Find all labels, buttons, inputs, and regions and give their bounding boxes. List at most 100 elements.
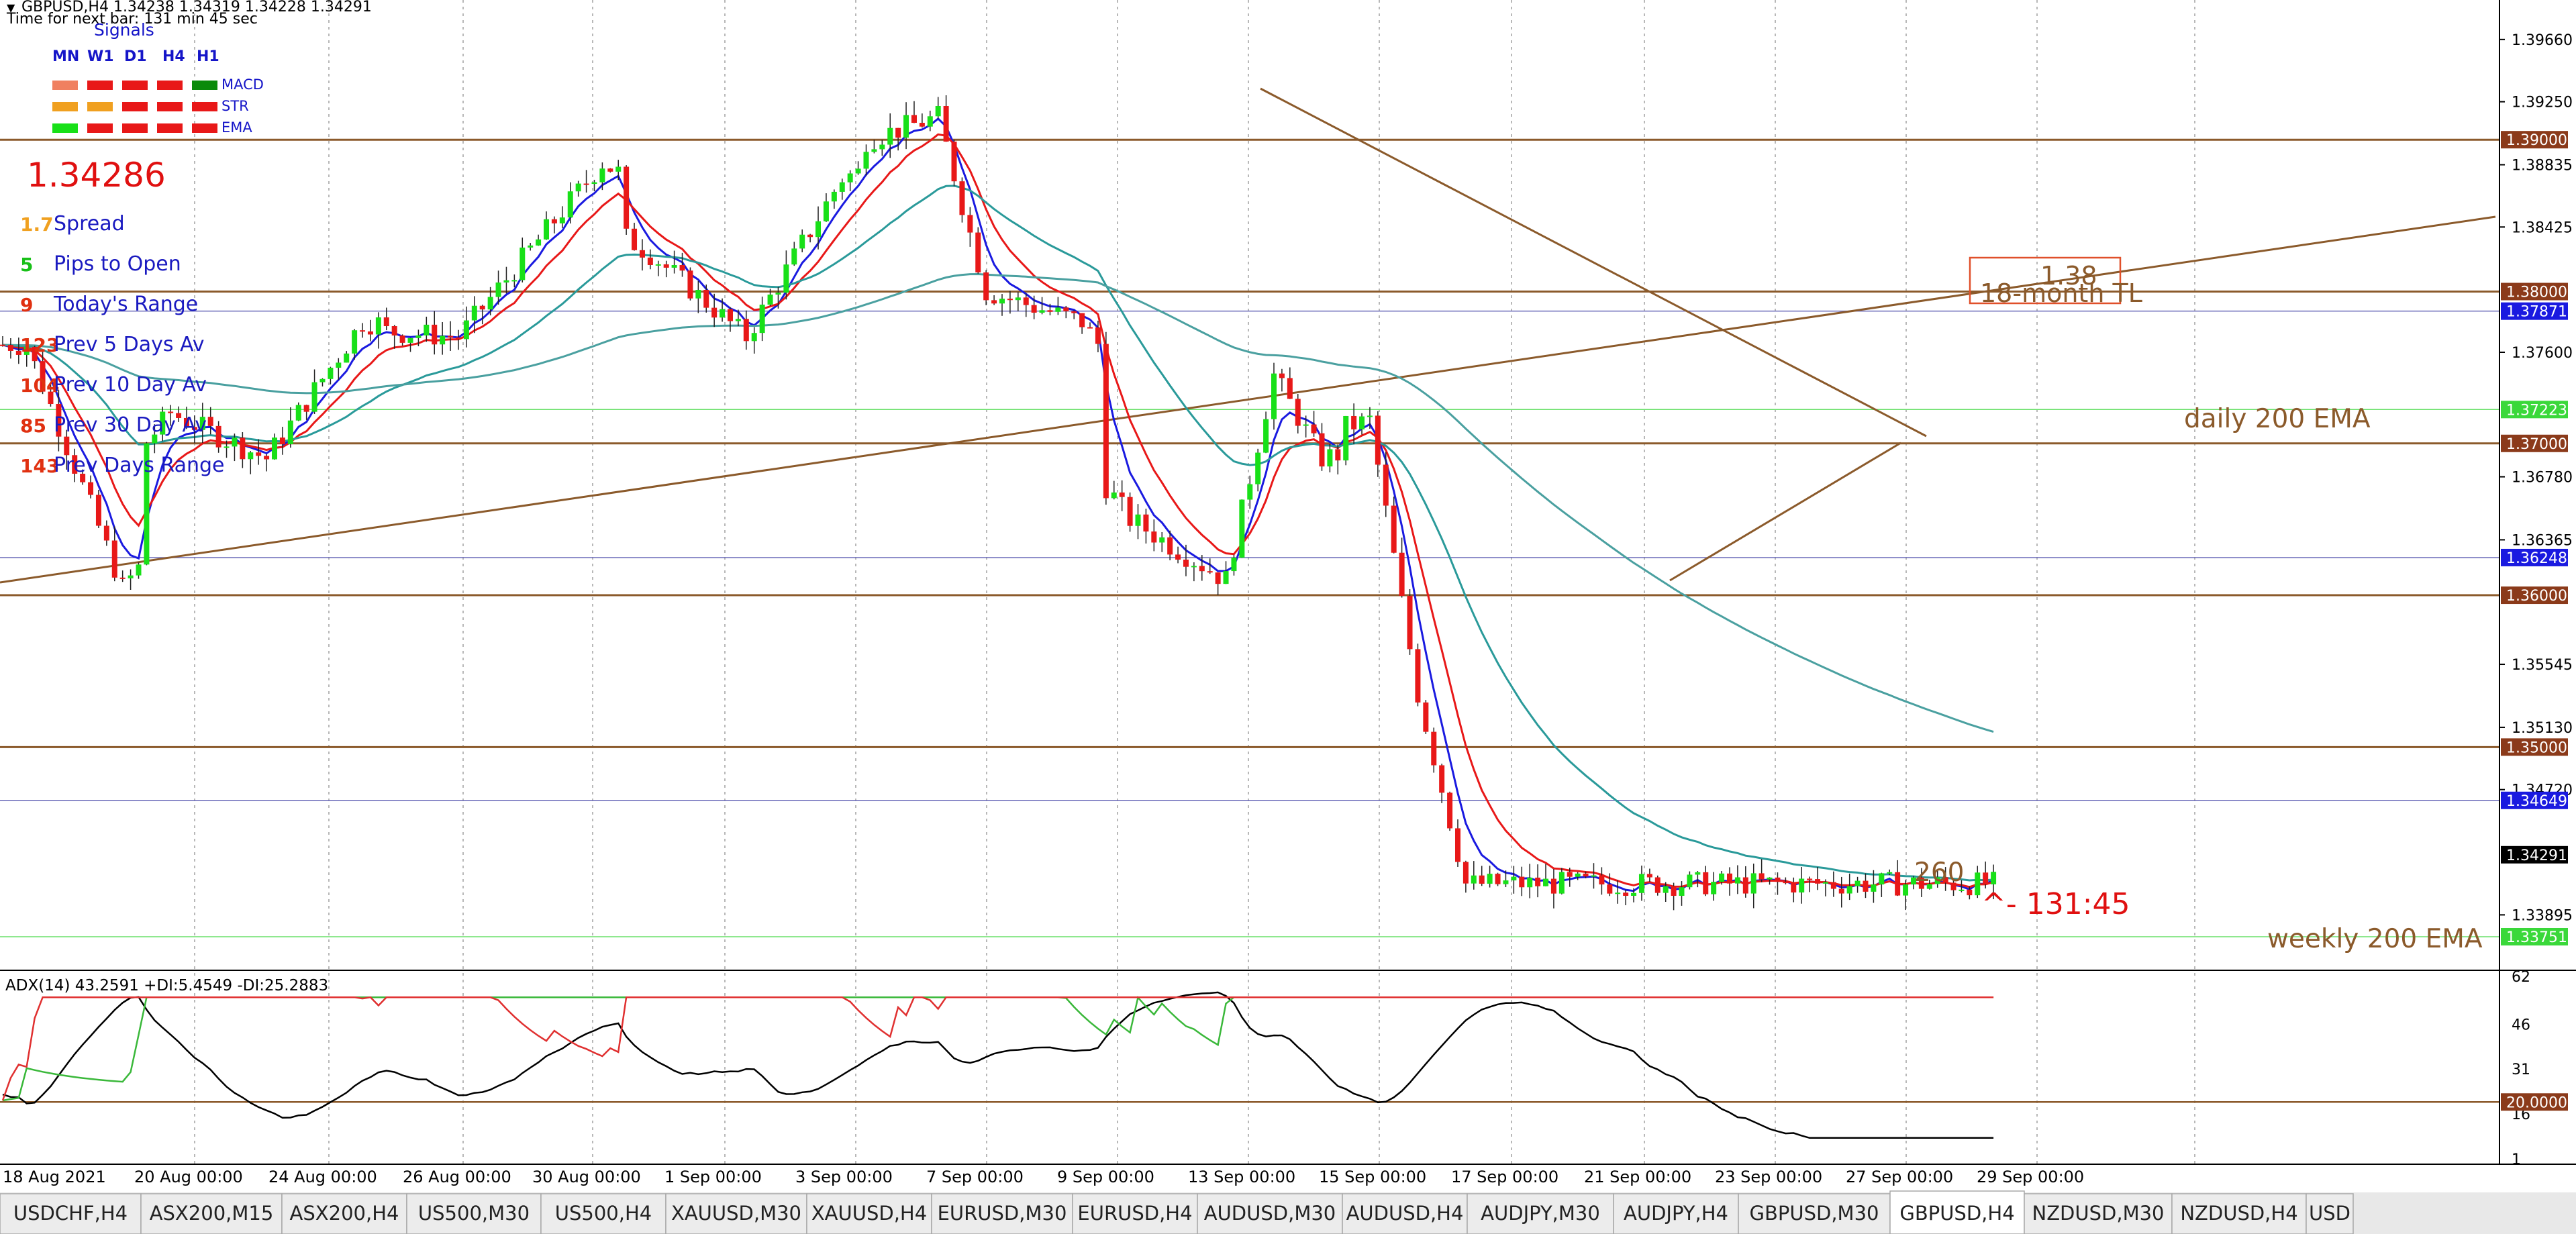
price-axis[interactable]: 1.39660 1.39250 1.38835 1.38425 1.37600 1.367… [2499, 32, 2573, 925]
tab-label: NZDUSD,H4 [2180, 1202, 2297, 1225]
time-axis[interactable]: 18 Aug 2021 20 Aug 00:00 24 Aug 00:00 26 Au… [3, 1168, 2084, 1186]
signal-label-macd: MACD [221, 76, 264, 93]
candle-body [655, 264, 661, 266]
signal-cell-macd-4 [192, 81, 217, 90]
symbol-tab-usd[interactable]: USD [2306, 1193, 2354, 1234]
candle-body [823, 201, 829, 221]
symbol-tab-eurusd-m30[interactable]: EURUSD,M30 [931, 1193, 1073, 1234]
candle-body [1519, 876, 1525, 888]
candle-body [575, 183, 581, 192]
level-box[interactable] [1969, 256, 2122, 305]
header-arrow-icon[interactable]: ▼ [7, 1, 15, 14]
candle-body [1799, 878, 1805, 893]
price-tick-label: 1.36780 [2512, 470, 2573, 486]
candle-body [495, 282, 501, 297]
signals-title: Signals [94, 20, 154, 40]
candle-body [735, 319, 741, 321]
plus-di-line [2, 995, 1994, 1102]
candle-body [1431, 731, 1437, 766]
trendline-descending[interactable] [1260, 87, 1927, 438]
stat-value: 143 [20, 455, 60, 477]
candle-body [583, 183, 589, 185]
candle-body [207, 417, 213, 426]
candle-body [1775, 877, 1781, 882]
candle-body [599, 168, 605, 183]
symbol-tab-audusd-m30[interactable]: AUDUSD,M30 [1197, 1193, 1343, 1234]
candle-body [863, 152, 869, 169]
candle-body [1750, 873, 1756, 894]
symbol-tab-gbpusd-h4[interactable]: GBPUSD,H4 [1889, 1190, 2025, 1234]
candle-body [119, 577, 126, 579]
symbol-tab-audjpy-m30[interactable]: AUDJPY,M30 [1467, 1193, 1614, 1234]
candle-body [111, 540, 117, 578]
candle-body [959, 181, 965, 215]
symbol-tab-nzdusd-h4[interactable]: NZDUSD,H4 [2171, 1193, 2307, 1234]
symbol-tab-asx200-m15[interactable]: ASX200,M15 [140, 1193, 283, 1234]
tab-label: ASX200,H4 [290, 1202, 399, 1225]
bar-timer: Time for next bar: 131 min 45 sec [7, 11, 258, 28]
candle-body [1359, 416, 1365, 429]
candle-body [519, 247, 526, 280]
symbol-tab-eurusd-h4[interactable]: EURUSD,H4 [1072, 1193, 1198, 1234]
candle-body [88, 482, 94, 495]
symbol-tab-xauusd-h4[interactable]: XAUUSD,H4 [806, 1193, 932, 1234]
candle-body [1383, 464, 1389, 506]
symbol-tab-us500-m30[interactable]: US500,M30 [406, 1193, 542, 1234]
symbol-tab-gbpusd-m30[interactable]: GBPUSD,M30 [1738, 1193, 1891, 1234]
candle-body [160, 411, 166, 435]
candle-body [303, 405, 309, 412]
candle-body [703, 290, 709, 308]
symbol-tab-asx200-h4[interactable]: ASX200,H4 [281, 1193, 407, 1234]
trendline-rising-wedge[interactable] [1669, 442, 1901, 582]
candle-body [1983, 872, 1989, 884]
candle-body [1063, 307, 1069, 311]
candle-body [903, 115, 909, 138]
minus-di-line [1, 996, 1994, 1101]
candle-body [567, 191, 573, 218]
candle-body [1255, 452, 1261, 484]
signal-cell-macd-2 [122, 81, 148, 90]
candle-body [224, 446, 230, 448]
time-label: 9 Sep 00:00 [1057, 1168, 1154, 1186]
time-label: 1 Sep 00:00 [664, 1168, 762, 1186]
adx-line [2, 991, 1994, 1139]
candle-body [1942, 877, 1948, 883]
time-label: 23 Sep 00:00 [1715, 1168, 1822, 1186]
ema-slow-line [2, 185, 1994, 882]
candle-body [103, 525, 109, 541]
trendline-18-month[interactable] [0, 215, 2496, 584]
signal-timeframe-d1: D1 [124, 48, 147, 65]
candle-body [855, 168, 861, 174]
candle-body [319, 378, 326, 382]
symbol-tab-us500-h4[interactable]: US500,H4 [540, 1193, 666, 1234]
symbol-tab-usdchf-h4[interactable]: USDCHF,H4 [0, 1193, 142, 1234]
symbol-tab-audjpy-h4[interactable]: AUDJPY,H4 [1613, 1193, 1739, 1234]
candle-body [1679, 887, 1685, 896]
symbol-tab-audusd-h4[interactable]: AUDUSD,H4 [1342, 1193, 1468, 1234]
candle-body [1454, 828, 1460, 862]
candle-body [1207, 571, 1213, 573]
candle-body [7, 345, 13, 351]
candle-body [815, 221, 822, 238]
candle-body [1846, 886, 1852, 894]
stat-value: 9 [20, 294, 34, 316]
price-tag-label: 1.37223 [2506, 402, 2567, 419]
symbol-tab-xauusd-m30[interactable]: XAUUSD,M30 [665, 1193, 807, 1234]
price-level-tags: 1.39000 1.38000 1.37871 1.37223 1.37000 1.362… [2501, 131, 2568, 946]
stat-label: Pips to Open [54, 252, 181, 276]
stat-label: Prev Days Range [54, 454, 225, 477]
candle-body [415, 335, 422, 338]
candle-body [15, 350, 21, 355]
signal-timeframe-mn: MN [52, 48, 80, 65]
tab-label: GBPUSD,H4 [1899, 1202, 2014, 1225]
candle-body [679, 265, 685, 271]
candle-body [191, 427, 197, 430]
symbol-tab-nzdusd-m30[interactable]: NZDUSD,M30 [2024, 1193, 2173, 1234]
candle-body [1047, 310, 1053, 312]
pips-count-label: 260 [1914, 858, 1964, 888]
candle-body [503, 280, 509, 283]
candle-body [1423, 702, 1429, 732]
candle-body [1830, 882, 1836, 889]
